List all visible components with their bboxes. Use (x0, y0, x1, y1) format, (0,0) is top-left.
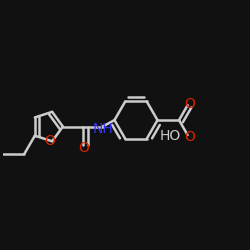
Text: O: O (184, 130, 195, 144)
Text: O: O (44, 134, 55, 148)
Text: NH: NH (92, 122, 113, 136)
Text: HO: HO (160, 129, 181, 143)
Text: O: O (78, 141, 89, 155)
Text: O: O (184, 97, 195, 111)
